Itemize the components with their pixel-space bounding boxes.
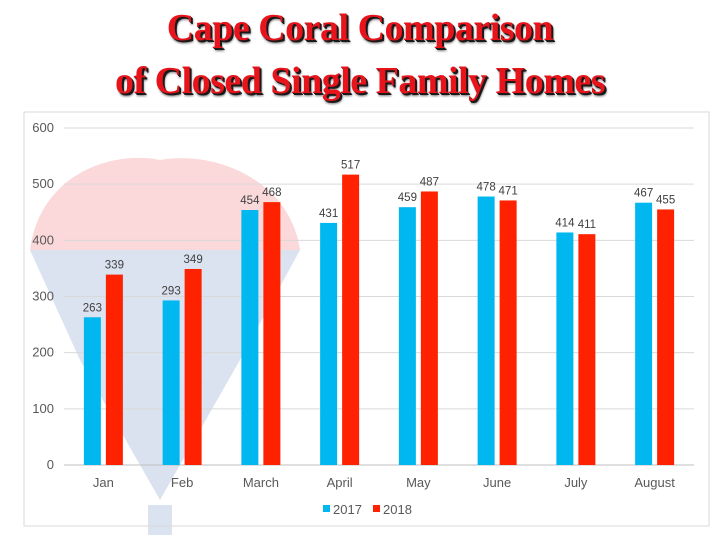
bar-2018-march bbox=[263, 202, 281, 465]
legend-label: 2017 bbox=[333, 502, 362, 517]
bar-2018-april bbox=[342, 174, 360, 465]
y-tick-label: 100 bbox=[32, 401, 54, 416]
legend: 2017 2018 bbox=[323, 502, 412, 517]
legend-label: 2018 bbox=[383, 502, 412, 517]
bar-2017-feb bbox=[162, 300, 180, 465]
data-label: 454 bbox=[240, 195, 260, 207]
bar-2018-feb bbox=[184, 268, 202, 465]
bar-2018-june bbox=[499, 200, 517, 465]
data-label: 468 bbox=[262, 187, 281, 199]
y-tick-label: 500 bbox=[32, 176, 54, 191]
legend-swatch-2017 bbox=[323, 505, 330, 512]
data-label: 431 bbox=[319, 208, 338, 220]
bar-2017-may bbox=[398, 207, 416, 465]
x-tick-label: August bbox=[634, 475, 675, 490]
x-tick-label: April bbox=[327, 475, 353, 490]
bar-2018-august bbox=[657, 209, 675, 465]
data-label: 517 bbox=[341, 160, 360, 172]
plot-frame bbox=[23, 111, 710, 527]
data-label: 478 bbox=[477, 182, 496, 194]
x-tick-label: Feb bbox=[171, 475, 193, 490]
x-tick-label: March bbox=[243, 475, 279, 490]
x-axis: Jan Feb March April May June July August bbox=[93, 475, 675, 490]
bar-2018-jan bbox=[105, 274, 123, 465]
data-label: 414 bbox=[555, 217, 575, 229]
bar-2017-march bbox=[241, 210, 259, 465]
bar-2017-july bbox=[556, 232, 574, 465]
data-label: 467 bbox=[634, 188, 653, 200]
bar-2017-jan bbox=[83, 317, 101, 465]
bars bbox=[83, 174, 675, 466]
data-label: 459 bbox=[398, 192, 417, 204]
y-axis: 0 100 200 300 400 500 600 bbox=[32, 120, 54, 472]
bar-2017-april bbox=[320, 222, 338, 465]
x-tick-label: July bbox=[564, 475, 588, 490]
data-label: 487 bbox=[420, 176, 439, 188]
chart-title-line2: of Closed Single Family Homes bbox=[114, 60, 606, 102]
data-label: 471 bbox=[499, 185, 518, 197]
chart-title-line1: Cape Coral Comparison bbox=[166, 7, 554, 49]
data-label: 349 bbox=[184, 254, 203, 266]
legend-swatch-2018 bbox=[373, 505, 380, 512]
y-tick-label: 200 bbox=[32, 345, 54, 360]
y-tick-label: 600 bbox=[32, 120, 54, 135]
x-tick-label: June bbox=[483, 475, 511, 490]
y-tick-label: 400 bbox=[32, 232, 54, 247]
data-label: 455 bbox=[656, 194, 675, 206]
bar-2018-may bbox=[420, 191, 438, 466]
bar-2017-june bbox=[477, 196, 495, 466]
bar-2017-august bbox=[635, 202, 653, 465]
y-tick-label: 300 bbox=[32, 289, 54, 304]
data-label: 293 bbox=[162, 285, 181, 297]
x-tick-label: Jan bbox=[93, 475, 114, 490]
x-tick-label: May bbox=[406, 475, 431, 490]
data-label: 263 bbox=[83, 302, 102, 314]
data-label: 411 bbox=[578, 219, 596, 231]
bar-2018-july bbox=[578, 234, 596, 465]
data-label: 339 bbox=[105, 260, 124, 272]
y-tick-label: 0 bbox=[47, 457, 54, 472]
